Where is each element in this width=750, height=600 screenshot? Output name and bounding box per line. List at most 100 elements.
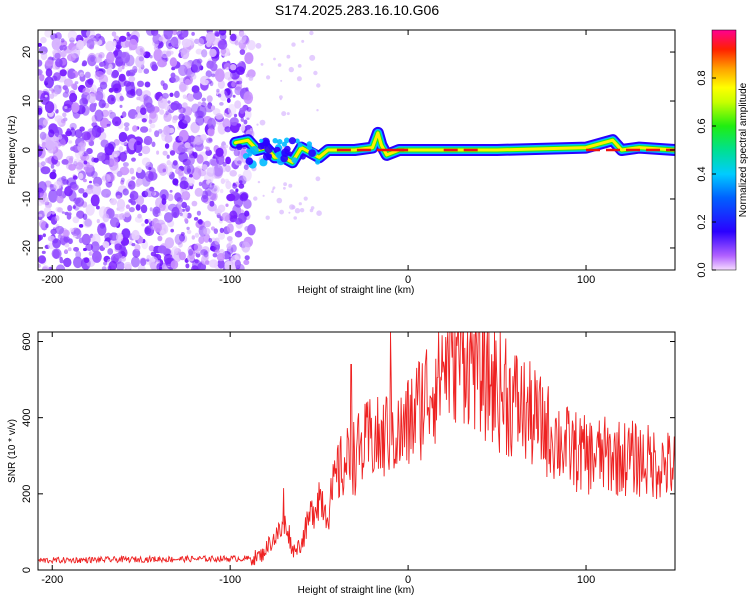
noise-dot	[40, 36, 47, 44]
noise-dot	[74, 81, 79, 85]
noise-dot	[57, 207, 63, 213]
noise-dot	[136, 96, 141, 101]
noise-dot	[205, 146, 210, 152]
noise-dot	[210, 73, 216, 78]
noise-dot	[205, 70, 212, 78]
noise-dot	[180, 232, 185, 236]
noise-dot	[106, 123, 111, 127]
noise-dot	[195, 48, 203, 55]
noise-dot	[38, 255, 46, 264]
noise-dot	[123, 261, 132, 270]
noise-dot	[222, 118, 231, 129]
noise-dot	[153, 45, 159, 51]
noise-dot	[187, 93, 195, 102]
noise-dot	[68, 140, 73, 144]
noise-dot	[198, 181, 203, 187]
noise-dot	[72, 216, 80, 224]
snr-panel: -200 -100 0 100 0 200 400 600 Height of straigh…	[7, 331, 676, 596]
noise-dot	[64, 249, 68, 254]
noise-dot	[44, 76, 54, 89]
noise-dot	[185, 263, 190, 269]
noise-dot	[172, 115, 179, 121]
noise-dot	[130, 81, 135, 87]
noise-dot	[68, 164, 76, 171]
noise-dot	[124, 211, 131, 218]
noise-dot	[69, 128, 76, 137]
noise-dot	[205, 31, 216, 44]
noise-dot	[257, 180, 261, 184]
noise-dot	[225, 203, 229, 207]
noise-dot	[172, 30, 177, 36]
noise-dot	[183, 164, 191, 175]
noise-dot	[138, 152, 143, 157]
noise-dot	[231, 81, 236, 88]
noise-dot	[288, 183, 293, 188]
noise-dot	[316, 83, 321, 88]
signal-blob	[281, 148, 290, 157]
noise-dot	[223, 71, 233, 80]
noise-dot	[181, 38, 192, 48]
noise-dot	[106, 51, 115, 64]
noise-dot	[149, 123, 156, 129]
noise-dot	[126, 90, 136, 99]
noise-dot	[52, 169, 56, 173]
noise-dot	[84, 71, 91, 79]
noise-dot	[131, 176, 136, 180]
noise-dot	[63, 257, 72, 268]
noise-dot	[255, 42, 262, 49]
colorbar-label: Normalized spectral amplitude	[738, 82, 749, 217]
noise-dot	[179, 180, 189, 190]
noise-dot	[140, 50, 146, 57]
noise-dot	[154, 92, 161, 100]
y-tick-label: 200	[21, 485, 33, 503]
noise-dot	[184, 78, 191, 86]
noise-dot	[259, 119, 266, 126]
noise-dot	[123, 80, 131, 87]
noise-dot	[60, 119, 66, 124]
noise-dot	[301, 39, 305, 43]
noise-dot	[39, 219, 46, 229]
noise-dot	[83, 160, 88, 165]
colorbar-ticks: 0.0 0.2 0.4 0.6 0.8	[696, 70, 716, 278]
noise-dot	[238, 212, 247, 224]
noise-dot	[112, 116, 122, 127]
noise-dot	[215, 113, 224, 120]
noise-dot	[169, 57, 178, 67]
noise-dot	[161, 92, 169, 99]
spectrum-y-axis-label: Frequency (Hz)	[7, 116, 18, 185]
noise-dot	[171, 206, 180, 219]
noise-dot	[229, 117, 239, 126]
noise-dot	[176, 103, 183, 110]
noise-dot	[108, 260, 118, 270]
noise-dot	[118, 73, 126, 82]
noise-dot	[280, 79, 283, 82]
noise-dot	[108, 87, 114, 93]
noise-dot	[193, 243, 202, 252]
signal-blob	[306, 144, 313, 150]
noise-dot	[206, 95, 213, 103]
noise-dot	[316, 210, 322, 216]
noise-dot	[206, 42, 212, 48]
noise-dot	[149, 55, 153, 59]
snr-axis-ticks: -200 -100 0 100 0 200 400 600	[21, 332, 675, 586]
noise-dot	[200, 249, 208, 256]
noise-dot	[243, 199, 252, 209]
noise-dot	[245, 87, 249, 92]
signal-blob	[308, 149, 316, 158]
noise-dot	[235, 188, 239, 193]
noise-dot	[119, 166, 130, 176]
noise-dot	[169, 189, 173, 193]
noise-dot	[272, 188, 275, 191]
signal-blob	[280, 154, 289, 163]
noise-dot	[241, 241, 251, 253]
noise-dot	[59, 69, 67, 77]
noise-dot	[194, 232, 200, 238]
noise-dot	[244, 255, 250, 261]
noise-dot	[237, 80, 243, 85]
noise-dot	[227, 104, 237, 116]
noise-dot	[97, 223, 107, 236]
noise-dot	[207, 127, 215, 137]
y-tick-label: 0	[21, 567, 33, 573]
noise-dot	[79, 126, 85, 132]
